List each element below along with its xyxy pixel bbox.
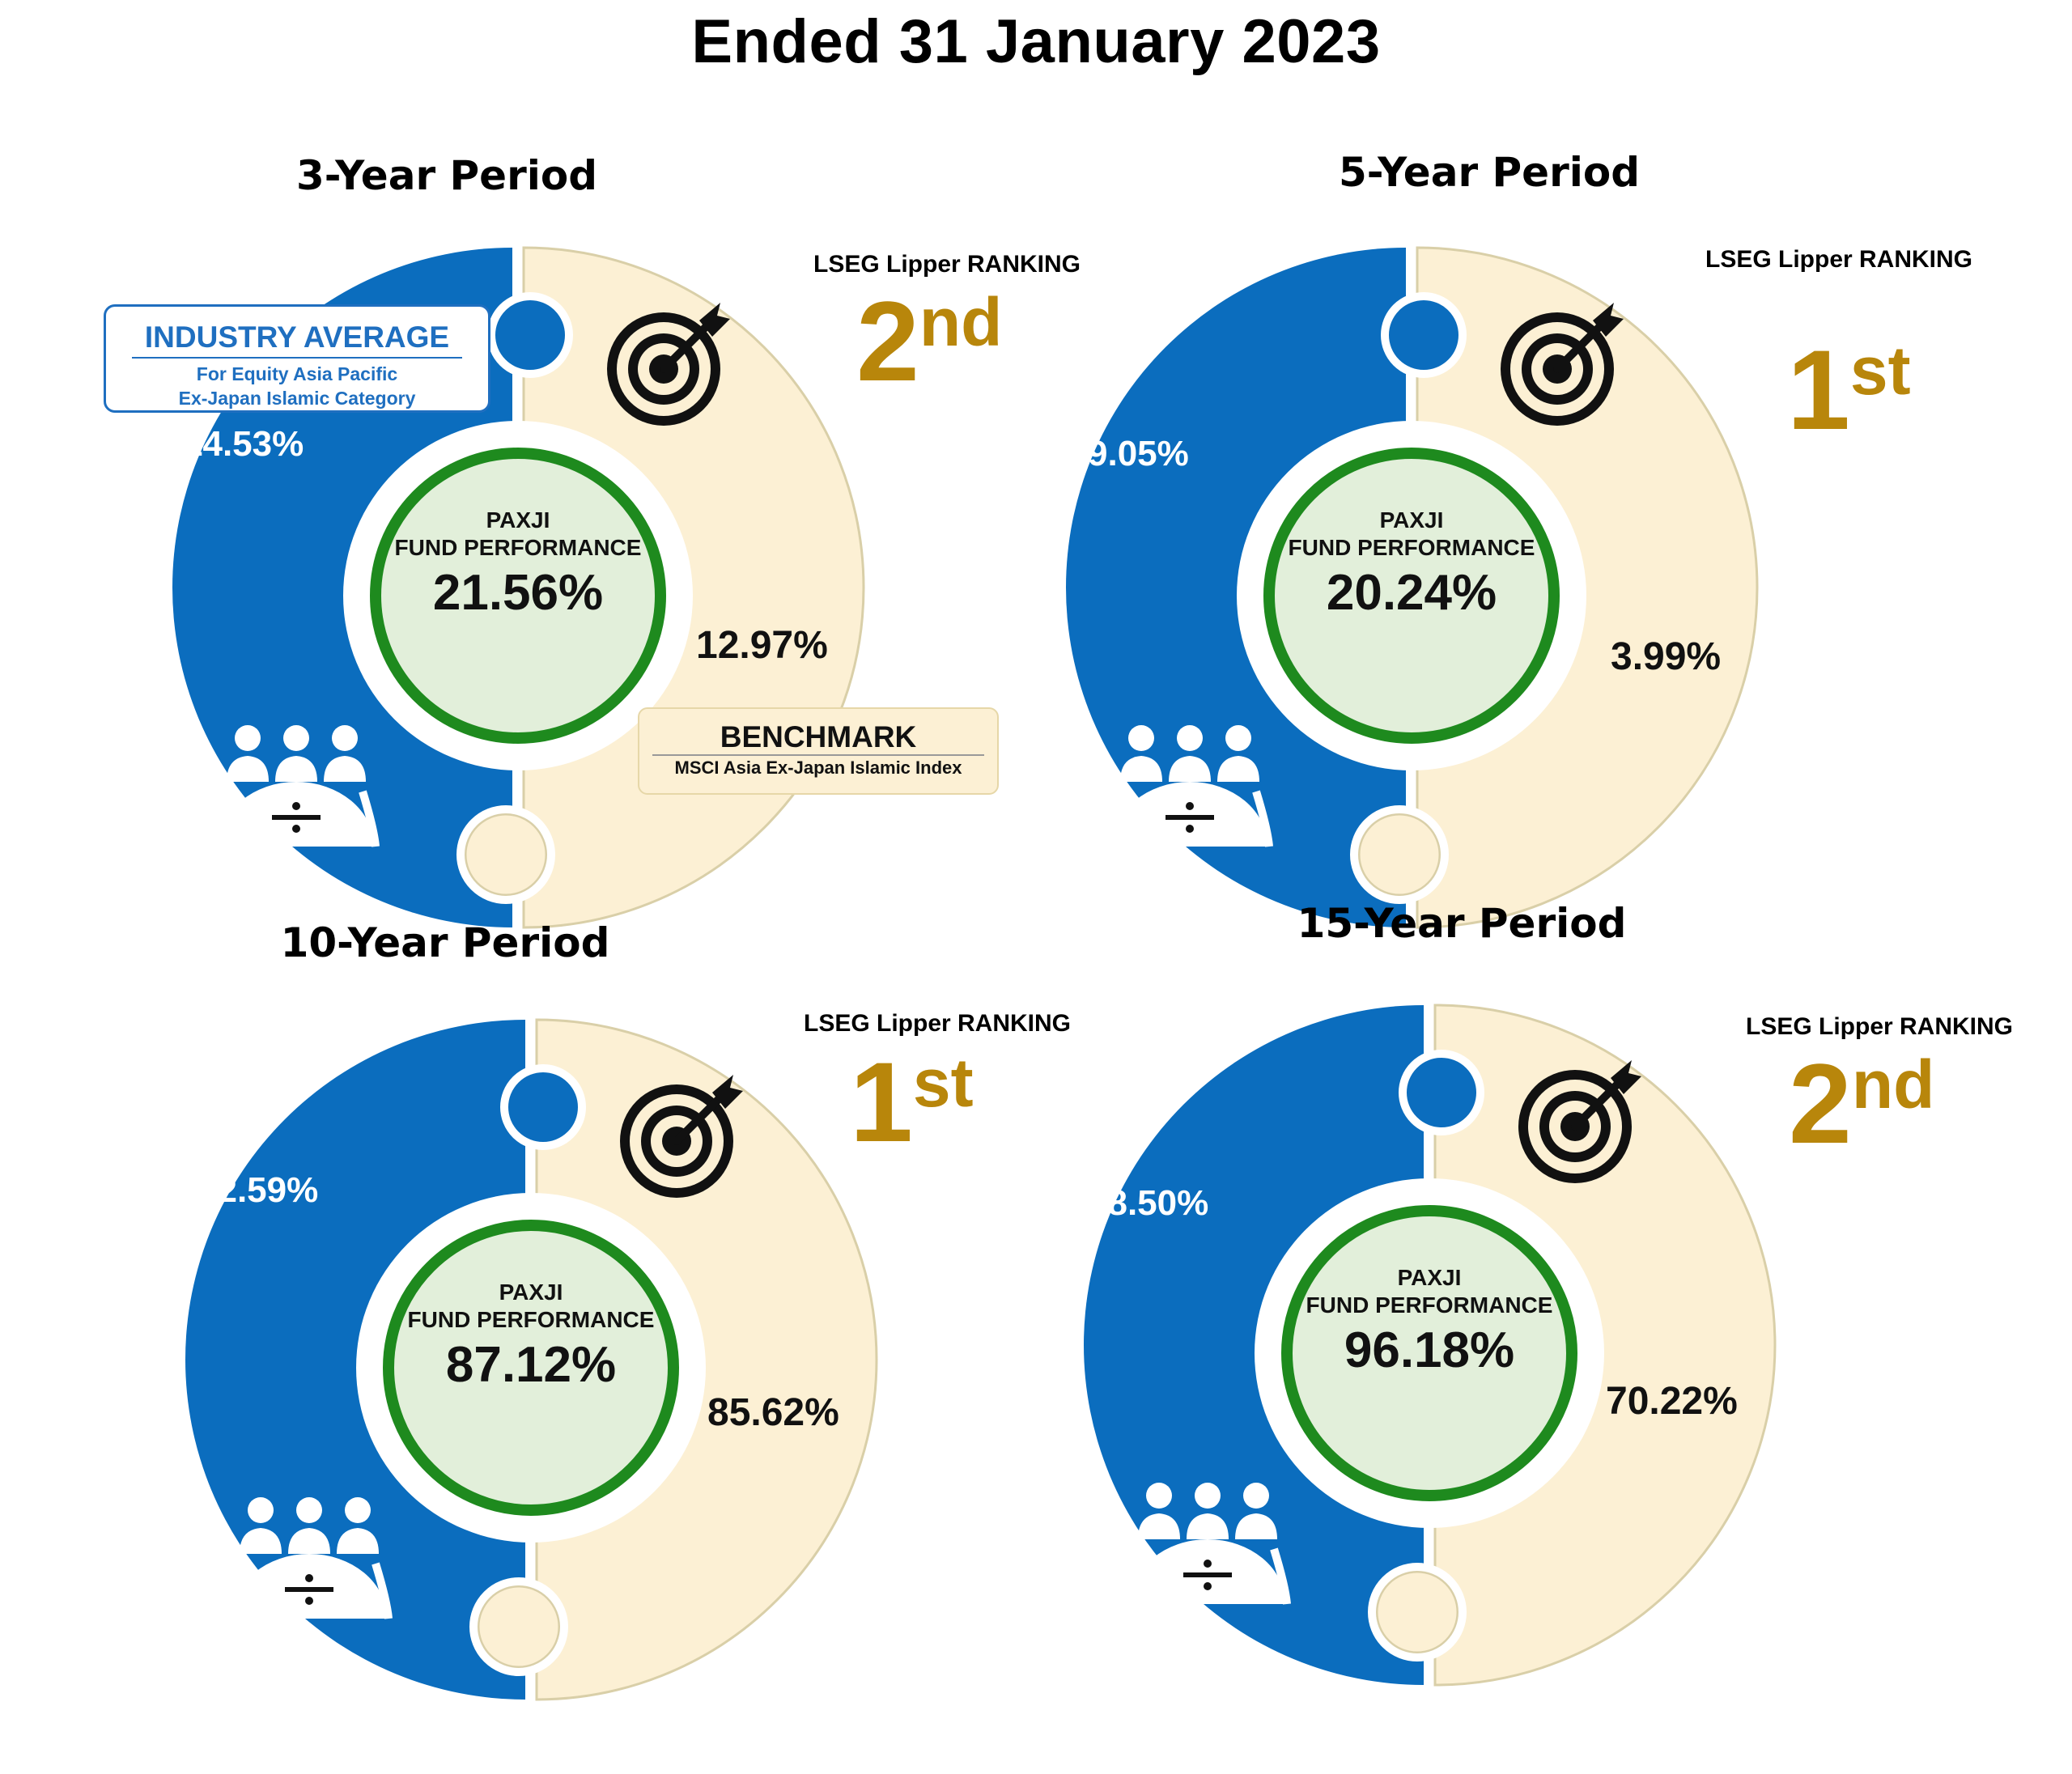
rank-number: 2 — [1789, 1040, 1852, 1167]
divider — [132, 357, 462, 359]
target-icon — [1501, 303, 1624, 426]
fund-performance-text: PAXJI FUND PERFORMANCE 96.18% — [1284, 1264, 1575, 1382]
puzzle-knob-bottom — [477, 1585, 561, 1669]
industry-average-value: 14.53% — [183, 424, 304, 464]
industry-average-title: INDUSTRY AVERAGE — [144, 320, 450, 354]
lipper-ranking-label: LSEG Lipper RANKING — [803, 1010, 1072, 1037]
fund-name: PAXJI — [1397, 1265, 1462, 1290]
lipper-ranking-label: LSEG Lipper RANKING — [813, 251, 1081, 278]
industry-average-value: 72.59% — [197, 1170, 319, 1210]
puzzle-knob-bottom — [1357, 813, 1441, 897]
fund-performance-text: PAXJI FUND PERFORMANCE 87.12% — [385, 1279, 677, 1397]
page-title: Ended 31 January 2023 — [691, 7, 1381, 76]
puzzle-knob-bottom — [464, 813, 548, 897]
panel-10-year: 10-Year Period LSEG Lipper RANKING 1st 72.5… — [13, 915, 1071, 1724]
fund-performance-circle — [383, 1220, 679, 1516]
puzzle-knob-top — [504, 1068, 582, 1146]
benchmark-legend: BENCHMARK MSCI Asia Ex-Japan Islamic Inde… — [638, 707, 999, 795]
rank-number: 2 — [856, 278, 919, 405]
fund-performance-text: PAXJI FUND PERFORMANCE 21.56% — [372, 507, 664, 625]
rank-suffix: st — [912, 1045, 974, 1121]
lipper-ranking-label: LSEG Lipper RANKING — [1745, 1013, 2014, 1040]
fund-performance-label: FUND PERFORMANCE — [1306, 1292, 1553, 1318]
fund-name: PAXJI — [1379, 507, 1444, 533]
fund-performance-circle — [1263, 448, 1560, 744]
lipper-ranking-value: 2nd — [856, 285, 1003, 398]
target-icon — [607, 303, 730, 426]
benchmark-value: 3.99% — [1611, 635, 1722, 678]
industry-average-value: 9.05% — [1088, 434, 1189, 473]
industry-average-half — [172, 248, 512, 927]
fund-performance-label: FUND PERFORMANCE — [1288, 535, 1535, 560]
benchmark-title: BENCHMARK — [720, 720, 917, 753]
lipper-ranking-label: LSEG Lipper RANKING — [1705, 246, 1973, 273]
rank-suffix: nd — [1851, 1046, 1935, 1123]
target-icon — [620, 1075, 743, 1198]
industry-average-legend: INDUSTRY AVERAGE For Equity Asia Pacific E… — [104, 304, 490, 413]
industry-average-line1: For Equity Asia Pacific — [196, 363, 398, 384]
fund-performance-value: 96.18% — [1344, 1322, 1515, 1378]
group-average-icon — [226, 1497, 393, 1619]
group-average-icon — [1124, 1483, 1291, 1605]
fund-performance-value: 21.56% — [432, 565, 604, 621]
lipper-ranking-value: 1st — [1787, 333, 1911, 447]
benchmark-value: 85.62% — [707, 1391, 839, 1434]
fund-performance-text: PAXJI FUND PERFORMANCE 20.24% — [1266, 507, 1557, 625]
benchmark-half — [1433, 1004, 1777, 1687]
panel-5-year: 5-Year Period LSEG Lipper RANKING 1st 9.05%… — [900, 142, 1972, 952]
period-title: 3-Year Period — [295, 152, 598, 199]
industry-average-line2: Ex-Japan Islamic Category — [178, 388, 416, 409]
performance-puzzle-diagram — [1066, 246, 1759, 929]
performance-puzzle-diagram — [1084, 1004, 1777, 1687]
group-average-icon — [213, 725, 380, 847]
benchmark-subtitle: MSCI Asia Ex-Japan Islamic Index — [652, 754, 984, 780]
benchmark-value: 70.22% — [1606, 1380, 1738, 1423]
benchmark-value: 12.97% — [696, 624, 828, 667]
benchmark-half — [535, 1018, 878, 1701]
group-average-icon — [1106, 725, 1273, 847]
fund-performance-circle — [370, 448, 666, 744]
fund-performance-value: 20.24% — [1326, 565, 1497, 621]
panel-15-year: 15-Year Period LSEG Lipper RANKING 2nd 88.5… — [911, 900, 2013, 1709]
rank-suffix: nd — [919, 284, 1003, 360]
fund-performance-circle — [1281, 1205, 1577, 1501]
target-icon — [1518, 1060, 1641, 1183]
panel-3-year: 3-Year Period LSEG Lipper RANKING 2nd 14.53… — [0, 142, 1081, 952]
fund-name: PAXJI — [486, 507, 550, 533]
performance-puzzle-diagram — [185, 1018, 878, 1701]
puzzle-knob-bottom — [1375, 1570, 1459, 1654]
fund-name: PAXJI — [499, 1280, 563, 1305]
fund-performance-label: FUND PERFORMANCE — [407, 1307, 655, 1332]
benchmark-half — [1416, 246, 1759, 929]
rank-number: 1 — [850, 1038, 913, 1165]
lipper-ranking-value: 1st — [850, 1046, 974, 1159]
fund-performance-value: 87.12% — [445, 1337, 617, 1393]
puzzle-knob-top — [1385, 296, 1463, 374]
puzzle-knob-top — [1403, 1054, 1480, 1131]
period-title: 5-Year Period — [1338, 149, 1641, 196]
industry-average-half — [185, 1020, 525, 1700]
rank-suffix: st — [1849, 333, 1911, 409]
industry-average-value: 88.50% — [1088, 1183, 1209, 1223]
period-title: 15-Year Period — [1297, 900, 1627, 947]
puzzle-knob-top — [491, 296, 569, 374]
industry-average-half — [1066, 248, 1406, 927]
period-title: 10-Year Period — [280, 919, 610, 966]
fund-performance-label: FUND PERFORMANCE — [394, 535, 642, 560]
lipper-ranking-value: 2nd — [1789, 1047, 1935, 1161]
rank-number: 1 — [1787, 326, 1850, 453]
industry-average-half — [1084, 1005, 1424, 1685]
